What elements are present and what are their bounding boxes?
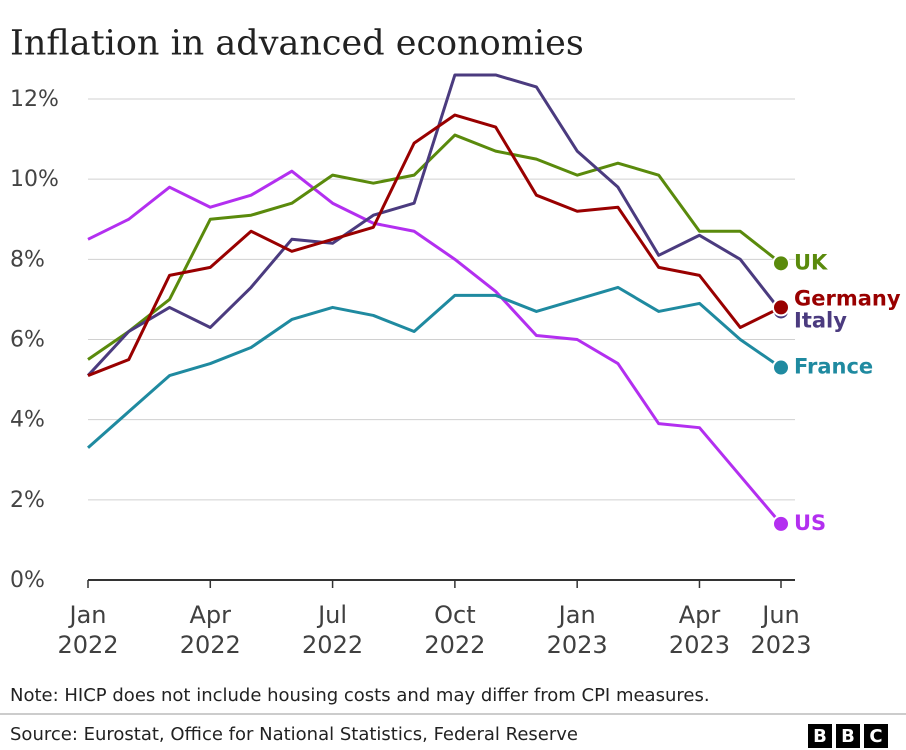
x-tick-label: Jan 2023 <box>546 601 608 659</box>
series-line <box>87 169 783 525</box>
series-label: Germany <box>794 286 901 310</box>
series-line <box>86 73 783 377</box>
y-tick-label: 12% <box>10 87 59 112</box>
chart-title: Inflation in advanced economies <box>10 24 584 64</box>
logo-box <box>864 724 888 748</box>
logo-box <box>836 724 860 748</box>
x-tick-label: Apr 2022 <box>179 601 241 659</box>
series-label: US <box>794 511 826 535</box>
end-marker <box>772 358 790 377</box>
series-label: France <box>794 355 873 379</box>
series-line <box>87 285 782 449</box>
y-tick-label: 0% <box>10 568 45 593</box>
logo-letter: B <box>813 726 827 747</box>
y-tick-label: 4% <box>10 408 45 433</box>
end-marker <box>772 514 790 533</box>
logo-letter: C <box>869 726 882 747</box>
series-line <box>87 113 782 377</box>
end-marker <box>772 298 790 317</box>
x-tick-label: Apr 2023 <box>668 601 730 659</box>
source: Source: Eurostat, Office for National St… <box>10 724 578 745</box>
y-tick-label: 2% <box>10 488 45 513</box>
series-label: Italy <box>794 308 847 332</box>
x-tick-label: Jan 2022 <box>57 601 119 659</box>
x-tick-label: Oct 2022 <box>424 601 486 659</box>
end-marker <box>772 254 790 273</box>
y-tick-label: 8% <box>10 247 45 272</box>
series-line <box>87 133 782 361</box>
note: Note: HICP does not include housing cost… <box>10 685 710 706</box>
logo-letter: B <box>841 726 855 747</box>
logo-box <box>808 724 832 748</box>
series-label: UK <box>794 250 828 274</box>
x-tick-label: Jun 2023 <box>750 601 812 659</box>
y-tick-label: 6% <box>10 328 45 353</box>
y-tick-label: 10% <box>10 167 59 192</box>
x-tick-label: Jul 2022 <box>302 601 364 659</box>
